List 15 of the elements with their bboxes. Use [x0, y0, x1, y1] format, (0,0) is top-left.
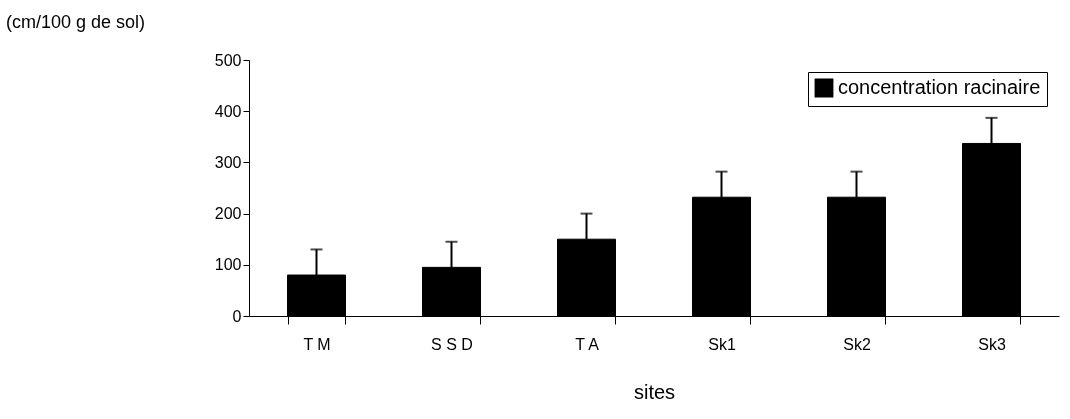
x-tick-label: T M	[303, 335, 331, 353]
x-tick-label: Sk3	[978, 335, 1006, 353]
y-tick-label: 400	[214, 102, 242, 120]
x-tick-label: Sk1	[708, 335, 736, 353]
y-tick-label: 500	[214, 51, 242, 69]
y-tick-label: 100	[214, 256, 242, 274]
x-tick-label: S S D	[431, 335, 473, 353]
legend-label: concentration racinaire	[838, 76, 1041, 98]
y-tick-label: 0	[232, 307, 242, 325]
y-axis-title: (cm/100 g de sol)	[6, 12, 146, 32]
x-axis-title: sites	[633, 380, 676, 403]
x-tick-label: T A	[575, 335, 600, 353]
y-tick-label: 200	[214, 205, 242, 223]
x-tick-label: Sk2	[843, 335, 871, 353]
y-tick-label: 300	[214, 153, 242, 171]
